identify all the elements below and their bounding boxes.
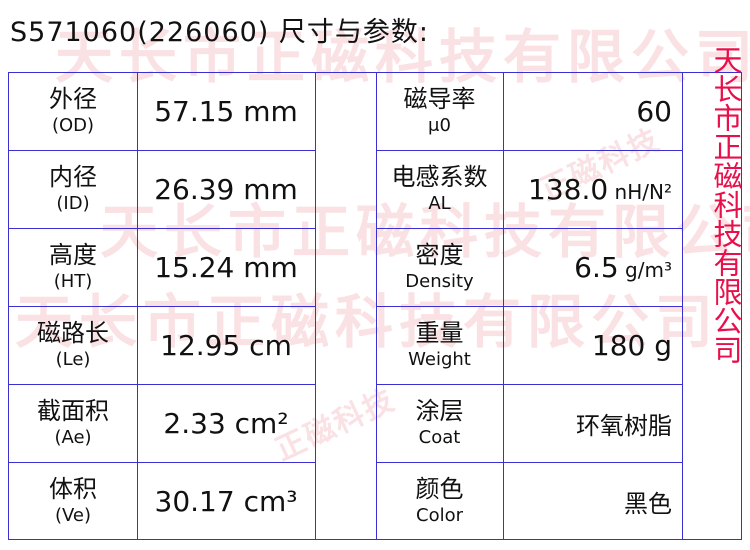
param-name-en: Coat <box>418 427 461 448</box>
value-text: 黑色 <box>624 489 672 518</box>
param-name-en: (Ve) <box>54 505 92 526</box>
param-value-line: 12.95 cm <box>160 329 292 362</box>
param-name-en: Weight <box>408 349 471 370</box>
param-name-cn: 密度 <box>415 241 464 269</box>
param-value: 2.33 cm² <box>137 384 315 462</box>
divider <box>9 150 315 151</box>
value-text: 30.17 cm³ <box>154 484 298 518</box>
param-value-line: 6.5 g/m³ <box>574 251 672 284</box>
param-name-en: (HT) <box>53 271 93 292</box>
param-name-cn: 高度 <box>49 241 97 269</box>
param-value-line: 57.15 mm <box>154 95 298 128</box>
param-label: 截面积 (Ae) <box>9 384 137 462</box>
param-value: 6.5 g/m³ <box>503 228 682 306</box>
param-name-en: μ0 <box>428 115 451 136</box>
param-name-en: Color <box>416 505 463 526</box>
value-text: 180 g <box>591 328 672 362</box>
param-name-cn: 颜色 <box>415 475 464 503</box>
param-label: 涂层 Coat <box>376 384 503 462</box>
divider <box>376 384 682 385</box>
param-value: 60 <box>503 72 682 150</box>
value-text: 60 <box>636 94 672 128</box>
value-text: 57.15 mm <box>154 94 298 128</box>
param-name-cn: 电感系数 <box>391 163 488 191</box>
watermark: 天长市正磁科技有限公司 <box>55 23 750 91</box>
divider <box>9 384 315 385</box>
page-title: S571060(226060) 尺寸与参数: <box>10 17 430 48</box>
spec-table: 外径 (OD) 57.15 mm 磁导率 μ0 60 内径 (ID) 26.39 mm 电感系数 A… <box>8 72 742 540</box>
param-name-en: Density <box>405 271 474 292</box>
divider <box>376 462 682 463</box>
param-value: 15.24 mm <box>137 228 315 306</box>
param-label: 磁导率 μ0 <box>376 72 503 150</box>
param-name-cn: 外径 <box>49 85 97 113</box>
value-text: 环氧树脂 <box>576 411 672 440</box>
param-label: 磁路长 (Le) <box>9 306 137 384</box>
param-value-line: 138.0 nH/N² <box>528 173 672 206</box>
param-name-en: (ID) <box>56 193 90 214</box>
param-value-line: 环氧树脂 <box>576 406 672 441</box>
divider <box>376 228 682 229</box>
value-text: 6.5 <box>574 250 619 284</box>
param-name-cn: 磁导率 <box>403 85 476 113</box>
param-name-en: (Le) <box>55 349 91 370</box>
param-value: 138.0 nH/N² <box>503 150 682 228</box>
watermark: 天长市正磁科技有限公司 <box>100 198 750 266</box>
company-name-vertical: 天长市正磁科技有限公司 <box>709 45 743 364</box>
param-label: 外径 (OD) <box>9 72 137 150</box>
param-label: 密度 Density <box>376 228 503 306</box>
param-value-line: 180 g <box>592 329 672 362</box>
divider <box>682 73 683 539</box>
param-value-line: 30.17 cm³ <box>155 485 298 518</box>
param-value-line: 黑色 <box>624 484 672 519</box>
divider <box>9 228 315 229</box>
param-value-line: 2.33 cm² <box>163 407 288 440</box>
divider <box>9 462 315 463</box>
param-name-cn: 体积 <box>49 475 97 503</box>
param-name-cn: 磁路长 <box>37 319 109 347</box>
param-label: 电感系数 AL <box>376 150 503 228</box>
param-name-en: AL <box>428 193 451 214</box>
divider <box>376 306 682 307</box>
value-text: 2.33 cm² <box>163 406 289 440</box>
param-value-line: 26.39 mm <box>154 173 298 206</box>
unit-text: nH/N² <box>608 179 672 204</box>
param-value: 180 g <box>503 306 682 384</box>
param-label: 内径 (ID) <box>9 150 137 228</box>
value-text: 26.39 mm <box>154 172 298 206</box>
param-label: 颜色 Color <box>376 462 503 540</box>
param-name-en: (Ae) <box>54 427 92 448</box>
param-label: 重量 Weight <box>376 306 503 384</box>
value-text: 138.0 <box>528 172 609 206</box>
param-name-cn: 内径 <box>49 163 97 191</box>
divider <box>376 150 682 151</box>
param-name-cn: 截面积 <box>37 397 109 425</box>
param-name-cn: 涂层 <box>415 397 464 425</box>
param-label: 高度 (HT) <box>9 228 137 306</box>
param-value: 环氧树脂 <box>503 384 682 462</box>
param-value: 30.17 cm³ <box>137 462 315 540</box>
param-value: 黑色 <box>503 462 682 540</box>
param-name-en: (OD) <box>51 115 95 136</box>
param-name-cn: 重量 <box>415 319 464 347</box>
divider <box>9 306 315 307</box>
value-text: 12.95 cm <box>160 328 292 362</box>
watermark: 天长市正磁科技有限公司 <box>15 288 720 356</box>
param-value-line: 60 <box>636 95 672 128</box>
param-value-line: 15.24 mm <box>154 251 298 284</box>
param-value: 57.15 mm <box>137 72 315 150</box>
unit-text: g/m³ <box>618 257 672 282</box>
divider <box>315 73 316 539</box>
param-value: 26.39 mm <box>137 150 315 228</box>
value-text: 15.24 mm <box>154 250 298 284</box>
param-value: 12.95 cm <box>137 306 315 384</box>
param-label: 体积 (Ve) <box>9 462 137 540</box>
